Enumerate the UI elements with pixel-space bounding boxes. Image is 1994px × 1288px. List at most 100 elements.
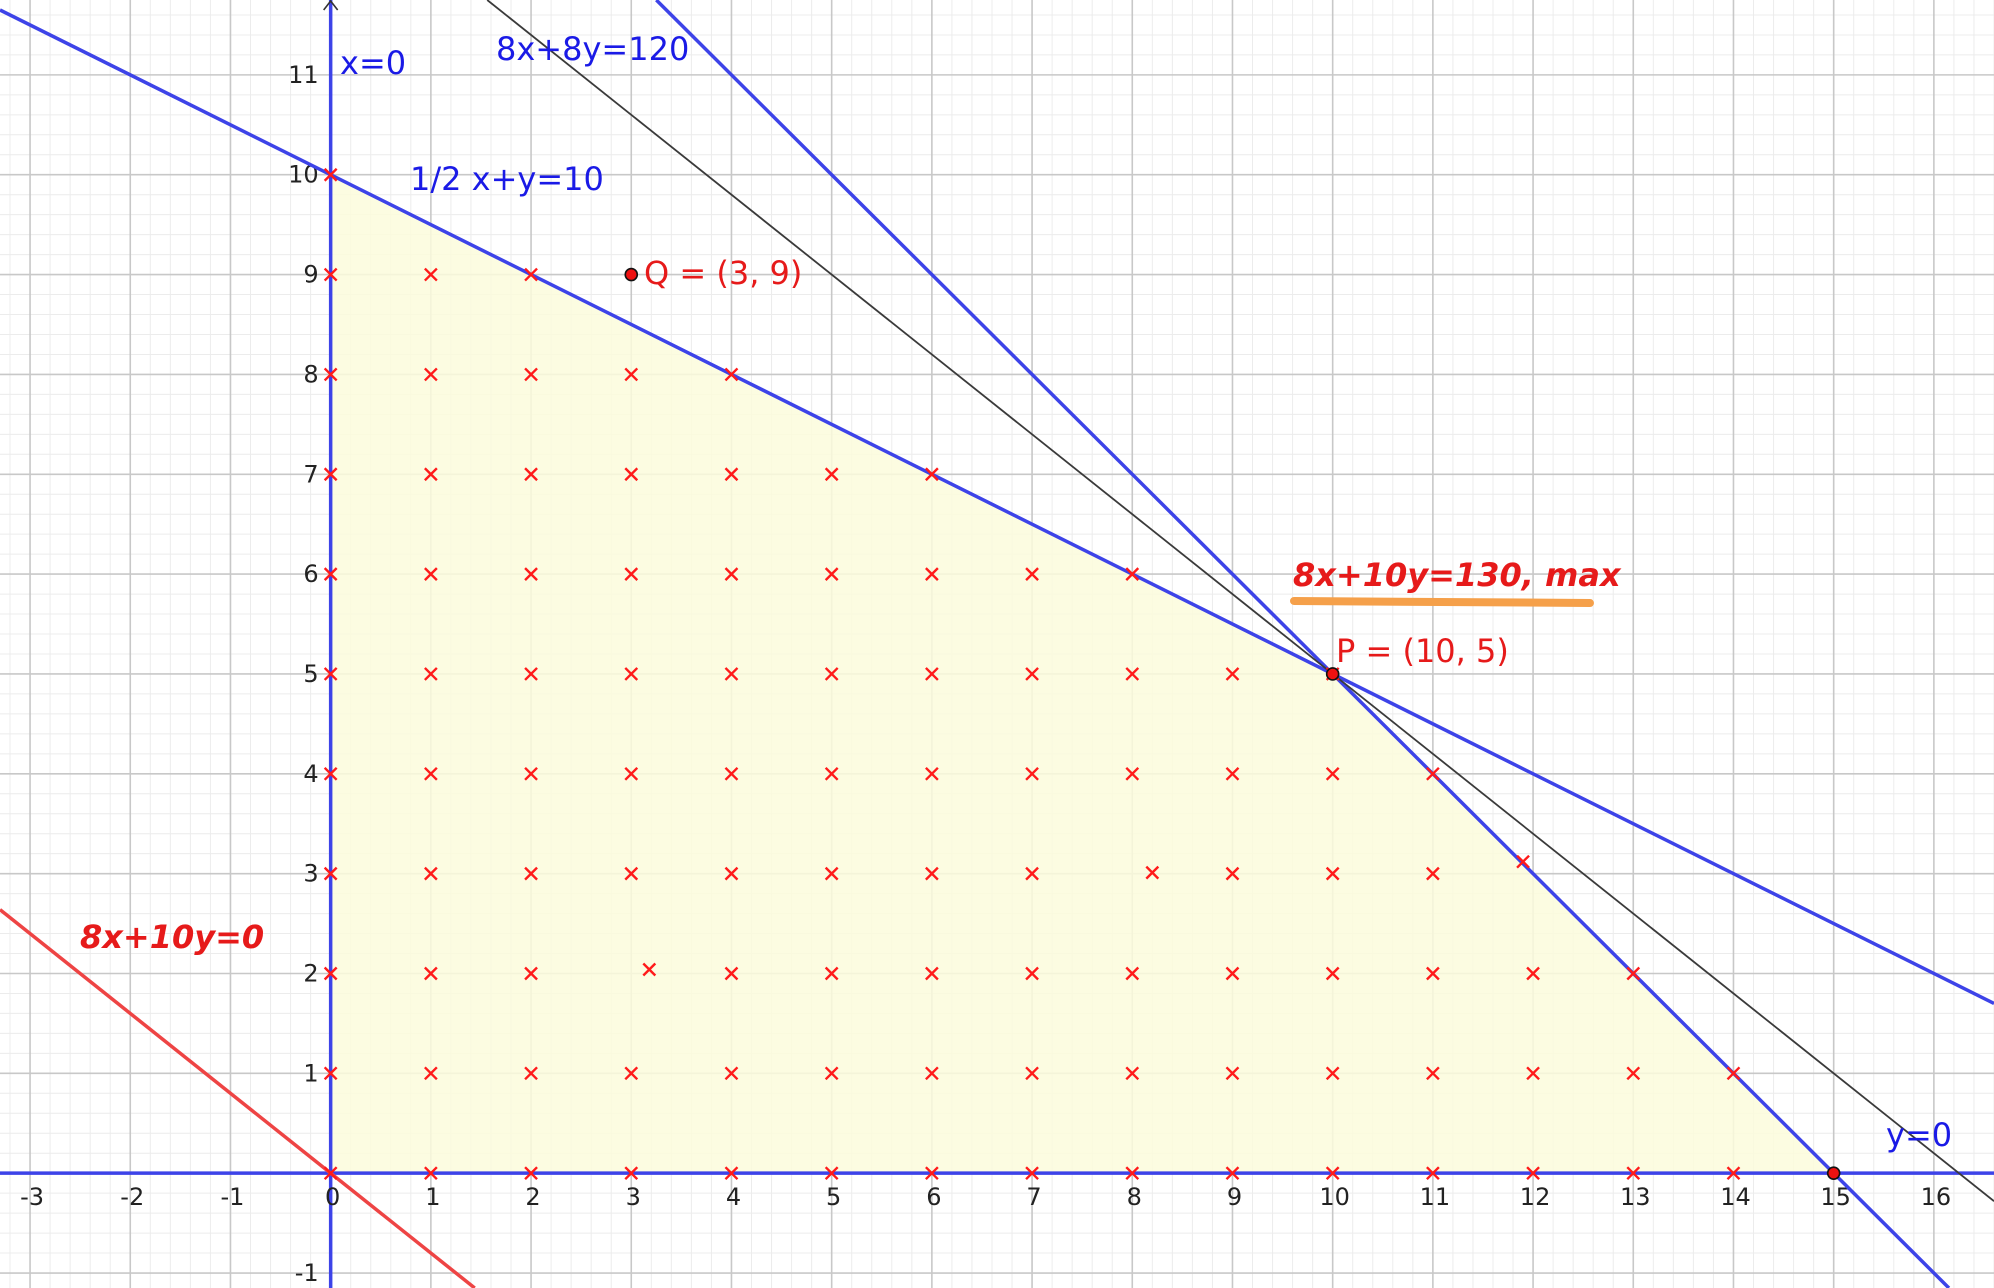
integer-point-marker [424,567,438,581]
integer-point-marker [1145,865,1160,880]
integer-point-marker [724,866,739,881]
integer-point-marker [323,267,338,282]
integer-point-marker [925,1066,939,1081]
integer-point-marker [323,966,338,981]
integer-point-marker [524,567,538,581]
integer-point-marker [624,1066,639,1081]
integer-point-marker [724,1066,739,1081]
integer-point-marker [1025,1166,1039,1181]
integer-point-marker [524,766,538,781]
x-tick-label: -3 [20,1183,44,1211]
integer-point-marker [1726,1166,1741,1181]
integer-point-marker [524,966,538,981]
integer-point-marker [624,866,639,881]
x-tick-label: 0 [325,1183,340,1211]
x-axis-label: y=0 [1886,1116,1952,1154]
integer-point-marker [323,766,338,781]
integer-point-marker [424,1166,438,1181]
integer-point-marker [424,667,438,681]
integer-point-marker [1426,1166,1440,1181]
integer-point-marker [824,1066,839,1081]
y-tick-label: 9 [303,261,318,289]
integer-point-marker [925,467,939,482]
integer-point-marker [1325,866,1340,881]
integer-point-marker [1025,667,1039,681]
integer-point-marker [724,567,739,581]
integer-point-marker [624,667,639,681]
integer-point-marker [524,667,538,681]
integer-point-marker [1025,1066,1039,1081]
integer-point-marker [424,367,438,382]
tick-labels: -3 -2 -1 0 1 2 3 4 5 6 7 8 9 10 11 12 13 14 15 16-112345678… [20,61,1951,1287]
integer-point-marker [524,367,538,382]
integer-point-marker [1325,966,1340,981]
integer-point-marker [724,966,739,981]
integer-point-marker [1726,1066,1741,1081]
integer-point-marker [1325,1066,1340,1081]
integer-point-marker [925,766,939,781]
x-tick-label: 12 [1520,1183,1551,1211]
integer-point-marker [824,766,839,781]
integer-point-marker [624,367,639,382]
objective-max-label: 8x+10y=130, max [1293,556,1622,594]
y-tick-label: 4 [303,760,318,788]
integer-point-marker [524,267,538,282]
integer-point-marker [323,467,338,482]
integer-point-marker [1426,1066,1440,1081]
integer-point-marker [824,866,839,881]
integer-point-marker [824,567,839,581]
equation-labels: x=0 y=0 8x+8y=120 1/2 x+y=10 8x+10y=0 8x… [80,30,1952,1154]
integer-point-marker [925,667,939,681]
integer-point-marker [824,467,839,482]
integer-point-marker [1325,766,1340,781]
x-tick-label: 6 [926,1183,941,1211]
x-tick-label: 15 [1820,1183,1851,1211]
integer-point-marker [1626,966,1641,981]
integer-point-marker [1626,1166,1641,1181]
integer-point-marker [424,766,438,781]
integer-point-marker [1025,766,1039,781]
line-3 [486,0,1994,1202]
point-0 [624,267,639,282]
integer-point-marker [424,1066,438,1081]
integer-point-marker [323,866,338,881]
constraint-label-half-x-y: 1/2 x+y=10 [410,160,604,198]
labeled-points [624,267,1841,1180]
integer-point-marker [524,467,538,482]
integer-point-marker [524,866,538,881]
max-label-highlight [1290,597,1594,607]
point-1 [1325,667,1340,681]
x-tick-label: 11 [1420,1183,1451,1211]
integer-point-marker [1426,766,1440,781]
integer-point-marker [724,766,739,781]
x-tick-label: 3 [626,1183,641,1211]
integer-point-marker [323,667,338,681]
integer-point-marker [1325,1166,1340,1181]
integer-point-marker [925,866,939,881]
integer-point-marker [1626,1066,1641,1081]
x-tick-label: 9 [1227,1183,1242,1211]
x-tick-label: 10 [1319,1183,1350,1211]
integer-point-marker [1125,1066,1140,1081]
x-tick-label: -2 [120,1183,144,1211]
integer-point-marker [724,667,739,681]
y-tick-label: 3 [303,860,318,888]
integer-point-markers [323,167,1741,1181]
x-tick-label: 2 [525,1183,540,1211]
line-2 [0,908,476,1288]
integer-point-marker [323,367,338,382]
integer-point-marker [1125,966,1140,981]
integer-point-marker [1426,866,1440,881]
integer-point-marker [1025,567,1039,581]
integer-point-marker [624,467,639,482]
integer-point-marker [1225,866,1240,881]
integer-point-marker [1526,966,1540,981]
integer-point-marker [1225,1066,1240,1081]
y-tick-label: 6 [303,560,318,588]
integer-point-marker [1426,966,1440,981]
integer-point-marker [1225,1166,1240,1181]
integer-point-marker [1025,866,1039,881]
integer-point-marker [624,766,639,781]
integer-point-marker [1125,567,1140,581]
